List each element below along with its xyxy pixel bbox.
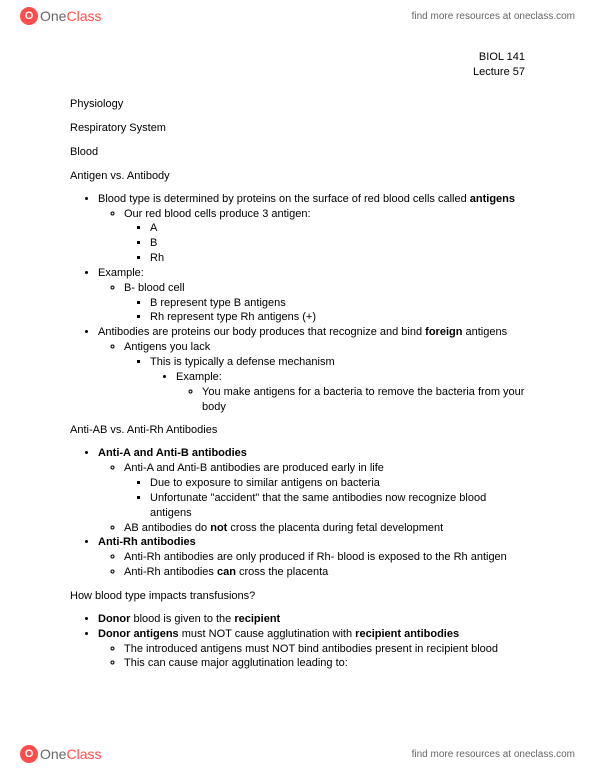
list-transfusions: Donor blood is given to the recipient Do… (70, 612, 525, 671)
list-item: Blood type is determined by proteins on … (98, 192, 525, 266)
title-physiology: Physiology (70, 98, 525, 110)
list-item: Donor blood is given to the recipient (98, 612, 525, 627)
list-item: Donor antigens must NOT cause agglutinat… (98, 627, 525, 672)
list-item: This can cause major agglutination leadi… (124, 656, 525, 671)
list-item: AB antibodies do not cross the placenta … (124, 521, 525, 536)
list-item: Anti-A and Anti-B antibodies are produce… (124, 461, 525, 520)
list-antigen-antibody: Blood type is determined by proteins on … (70, 192, 525, 415)
list-item: Antibodies are proteins our body produce… (98, 325, 525, 414)
heading-transfusions: How blood type impacts transfusions? (70, 590, 525, 602)
list-item: Antigens you lack This is typically a de… (124, 340, 525, 414)
header-resources-link[interactable]: find more resources at oneclass.com (412, 11, 575, 22)
list-item: Rh represent type Rh antigens (+) (150, 310, 525, 325)
course-header: BIOL 141 Lecture 57 (70, 50, 525, 80)
page-header: O OneClass find more resources at onecla… (0, 0, 595, 32)
list-item: Rh (150, 251, 525, 266)
list-item: Due to exposure to similar antigens on b… (150, 476, 525, 491)
list-item: Example: You make antigens for a bacteri… (176, 370, 525, 415)
heading-antigen-antibody: Antigen vs. Antibody (70, 170, 525, 182)
brand-logo-footer: O OneClass (20, 745, 101, 763)
list-item: A (150, 221, 525, 236)
list-item: Anti-Rh antibodies can cross the placent… (124, 565, 525, 580)
title-blood: Blood (70, 146, 525, 158)
footer-resources-link[interactable]: find more resources at oneclass.com (412, 749, 575, 760)
brand-icon: O (20, 745, 38, 763)
list-item: The introduced antigens must NOT bind an… (124, 642, 525, 657)
brand-logo: O OneClass (20, 7, 101, 25)
lecture-number: Lecture 57 (70, 65, 525, 80)
brand-icon: O (20, 7, 38, 25)
list-item: B- blood cell B represent type B antigen… (124, 281, 525, 326)
title-respiratory: Respiratory System (70, 122, 525, 134)
brand-name: OneClass (40, 8, 101, 24)
page-footer: O OneClass find more resources at onecla… (0, 738, 595, 770)
list-item: Anti-A and Anti-B antibodies Anti-A and … (98, 446, 525, 535)
list-item: Our red blood cells produce 3 antigen: A… (124, 207, 525, 266)
list-item: B (150, 236, 525, 251)
list-item: Anti-Rh antibodies Anti-Rh antibodies ar… (98, 535, 525, 580)
course-code: BIOL 141 (70, 50, 525, 65)
list-item: You make antigens for a bacteria to remo… (202, 385, 525, 415)
list-item: Unfortunate "accident" that the same ant… (150, 491, 525, 521)
list-item: This is typically a defense mechanism Ex… (150, 355, 525, 414)
list-item: Example: B- blood cell B represent type … (98, 266, 525, 325)
list-item: B represent type B antigens (150, 296, 525, 311)
list-item: Anti-Rh antibodies are only produced if … (124, 550, 525, 565)
list-anti-ab-rh: Anti-A and Anti-B antibodies Anti-A and … (70, 446, 525, 580)
document-content: BIOL 141 Lecture 57 Physiology Respirato… (0, 32, 595, 691)
brand-name: OneClass (40, 746, 101, 762)
heading-anti-ab-rh: Anti-AB vs. Anti-Rh Antibodies (70, 424, 525, 436)
